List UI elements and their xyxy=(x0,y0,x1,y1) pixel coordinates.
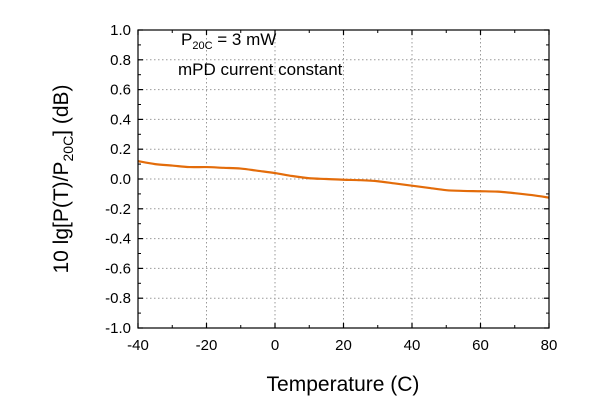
y-tick-label: 0.6 xyxy=(110,82,131,99)
tick-labels: -40 -20 0 20 40 60 80 1.0 0.8 0.6 0.4 0.2 0.0 -0.2 -0.… xyxy=(105,22,557,354)
x-axis-label: Temperature (C) xyxy=(267,373,420,396)
y-tick-label: 0.4 xyxy=(110,111,131,128)
x-tick-label: -20 xyxy=(196,337,218,354)
y-tick-label: 0.0 xyxy=(110,171,131,188)
x-tick-label: 20 xyxy=(335,337,352,354)
annotation-power: P20C = 3 mW xyxy=(181,30,276,52)
y-tick-label: 0.2 xyxy=(110,141,131,158)
y-tick-label: -0.2 xyxy=(105,201,131,218)
annotation-current: mPD current constant xyxy=(178,60,343,79)
x-tick-label: 80 xyxy=(541,337,558,354)
y-axis-label-suffix: ] (dB) xyxy=(50,84,73,135)
y-tick-label: -1.0 xyxy=(105,320,131,337)
x-tick-label: 0 xyxy=(271,337,279,354)
y-tick-label: -0.6 xyxy=(105,260,131,277)
x-tick-label: 60 xyxy=(472,337,489,354)
y-tick-label: -0.4 xyxy=(105,231,131,248)
x-tick-label: -40 xyxy=(127,337,149,354)
y-tick-label: 0.8 xyxy=(110,52,131,69)
annotation-power-suffix: = 3 mW xyxy=(213,30,277,49)
y-tick-label: -0.8 xyxy=(105,290,131,307)
y-axis-label-subscript: 20C xyxy=(60,136,76,162)
data-line xyxy=(137,160,550,199)
y-axis-label: 10 lg[P(T)/P20C] (dB) xyxy=(50,84,76,273)
annotation-power-prefix: P xyxy=(181,30,192,49)
y-tick-label: 1.0 xyxy=(110,22,131,39)
annotation-power-subscript: 20C xyxy=(192,40,212,52)
y-axis-label-prefix: 10 lg[P(T)/P xyxy=(50,161,73,273)
plot-frame xyxy=(137,29,550,329)
x-tick-label: 40 xyxy=(404,337,421,354)
